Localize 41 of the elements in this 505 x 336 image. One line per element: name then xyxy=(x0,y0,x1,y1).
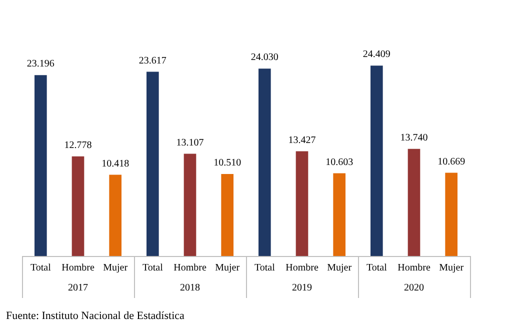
text: Mujer xyxy=(327,262,352,274)
text: Total xyxy=(30,262,51,274)
data-label: 12.778 xyxy=(64,140,92,151)
source-note: Fuente: Instituto Nacional de Estadística xyxy=(6,310,184,322)
data-label: 13.740 xyxy=(400,132,428,144)
bar xyxy=(258,68,271,256)
x-tick-label: 2018 xyxy=(180,282,200,294)
bar xyxy=(146,72,159,256)
data-label: 10.603 xyxy=(326,156,354,168)
text: Total xyxy=(366,262,387,274)
bar xyxy=(296,151,308,256)
series-label: Hombre xyxy=(62,262,95,274)
x-tick-label: 2019 xyxy=(292,282,312,294)
bar xyxy=(72,156,84,256)
bar xyxy=(408,148,420,256)
bar xyxy=(370,66,383,256)
data-label: 10.418 xyxy=(102,158,130,170)
bar xyxy=(184,154,196,256)
series-label: Total xyxy=(142,262,164,274)
text: Mujer xyxy=(215,262,240,274)
bar xyxy=(109,174,122,256)
data-label: 13.107 xyxy=(176,137,204,148)
text: Hombre xyxy=(174,262,206,274)
text: Hombre xyxy=(286,262,318,274)
data-label: 13.427 xyxy=(288,134,316,146)
bar xyxy=(221,174,234,256)
text: Mujer xyxy=(439,262,464,274)
x-tick-label: 2017 xyxy=(68,282,88,294)
text: Hombre xyxy=(398,262,430,274)
data-label: 23.196 xyxy=(26,58,54,70)
bar xyxy=(34,75,47,256)
bar xyxy=(333,173,346,256)
data-label: 24.030 xyxy=(250,52,278,64)
bar xyxy=(445,172,458,256)
x-tick-label: 2020 xyxy=(404,282,424,294)
data-label: 23.617 xyxy=(138,55,166,66)
data-label: 10.669 xyxy=(438,156,466,168)
data-label: 10.510 xyxy=(214,158,242,169)
text: Total xyxy=(254,262,275,274)
series-label: Mujer xyxy=(103,262,128,274)
data-label: 24.409 xyxy=(362,49,390,60)
